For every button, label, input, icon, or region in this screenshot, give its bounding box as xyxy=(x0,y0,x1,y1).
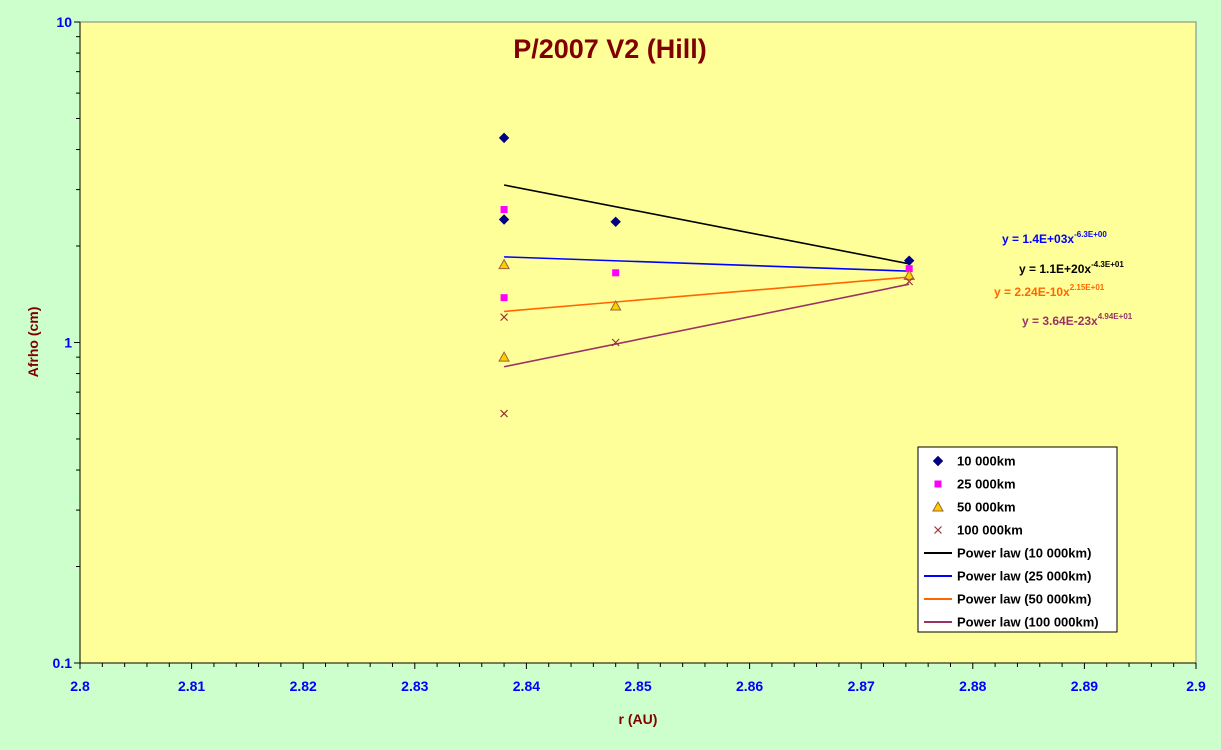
x-tick-label: 2.84 xyxy=(513,678,540,694)
legend-label: Power law (10 000km) xyxy=(957,546,1091,561)
trendline-equation-1: y = 1.4E+03x-6.3E+00 xyxy=(1002,230,1107,246)
axes: 2.8 2.81 2.82 2.83 2.84 2.85 2.86 2.87 2.88 2.89 2… xyxy=(53,14,1206,694)
y-axis-label: Afrho (cm) xyxy=(25,307,41,378)
legend-marker xyxy=(934,526,942,534)
data-point-series-2 xyxy=(500,206,508,214)
x-tick-label: 2.81 xyxy=(178,678,205,694)
x-tick-label: 2.89 xyxy=(1071,678,1098,694)
chart-title: P/2007 V2 (Hill) xyxy=(513,34,707,64)
legend-label: Power law (100 000km) xyxy=(957,615,1099,630)
data-point-series-3 xyxy=(609,299,622,311)
legend-marker xyxy=(932,455,944,467)
x-tick-label: 2.87 xyxy=(848,678,875,694)
trendline-equation-2: y = 1.1E+20x-4.3E+01 xyxy=(1019,260,1124,276)
y-tick-label: 1 xyxy=(64,335,72,351)
trendline-equations: y = 1.4E+03x-6.3E+00 y = 1.1E+20x-4.3E+01… xyxy=(994,230,1133,328)
x-tick-label: 2.9 xyxy=(1186,678,1206,694)
trendline-4 xyxy=(503,283,910,368)
legend-box xyxy=(917,446,1118,633)
data-point-series-3 xyxy=(498,351,510,362)
x-tick-label: 2.82 xyxy=(290,678,317,694)
data-point-series-3 xyxy=(903,269,916,280)
legend-label: 10 000km xyxy=(957,454,1016,469)
data-point-series-4 xyxy=(611,338,620,347)
trendline-2 xyxy=(504,256,910,272)
data-point-series-1 xyxy=(498,214,510,225)
legend-items: 10 000km 25 000km 50 000km 100 000km Power l… xyxy=(924,454,1099,630)
data-point-series-4 xyxy=(500,313,509,322)
trendline-equation-3: y = 2.24E-10x2.15E+01 xyxy=(994,283,1105,299)
legend-label: 25 000km xyxy=(957,477,1016,492)
x-tick-label: 2.85 xyxy=(624,678,651,694)
x-tick-label: 2.86 xyxy=(736,678,763,694)
data-point-series-2 xyxy=(905,265,913,273)
legend: 10 000km 25 000km 50 000km 100 000km Power l… xyxy=(917,446,1118,633)
data-point-series-3 xyxy=(498,258,510,270)
legend-marker xyxy=(932,500,944,512)
trendlines xyxy=(503,184,910,368)
trendline-1 xyxy=(503,184,910,265)
data-markers xyxy=(498,132,916,418)
x-tick-label: 2.83 xyxy=(401,678,428,694)
x-axis-label: r (AU) xyxy=(619,711,658,727)
legend-marker xyxy=(934,480,942,488)
data-point-series-2 xyxy=(500,294,508,302)
data-point-series-2 xyxy=(612,269,620,277)
y-tick-label: 10 xyxy=(56,14,72,30)
data-point-series-1 xyxy=(498,132,510,144)
data-point-series-1 xyxy=(610,216,621,228)
legend-label: Power law (25 000km) xyxy=(957,569,1091,584)
trendline-equation-4: y = 3.64E-23x4.94E+01 xyxy=(1022,312,1133,328)
x-tick-label: 2.88 xyxy=(959,678,986,694)
legend-label: 50 000km xyxy=(957,500,1016,515)
trendline-3 xyxy=(504,276,910,313)
data-point-series-4 xyxy=(905,277,914,286)
y-tick-label: 0.1 xyxy=(53,655,73,671)
legend-label: 100 000km xyxy=(957,523,1023,538)
x-tick-label: 2.8 xyxy=(70,678,90,694)
legend-label: Power law (50 000km) xyxy=(957,592,1091,607)
data-point-series-4 xyxy=(500,409,509,418)
